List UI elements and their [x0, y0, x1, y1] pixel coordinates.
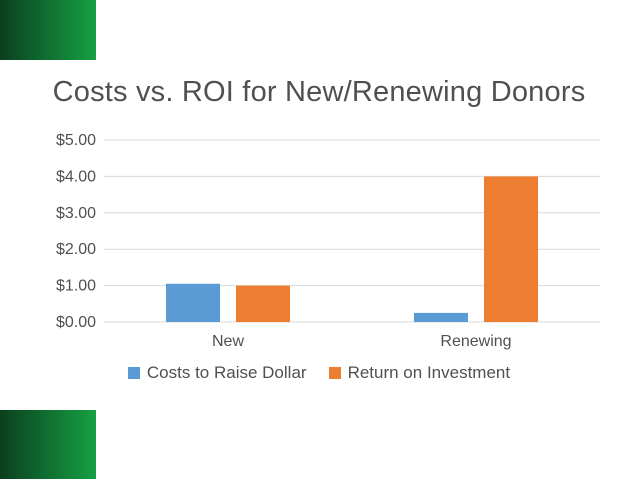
legend-swatch-roi: [329, 367, 341, 379]
x-tick-label-renewing: Renewing: [440, 333, 511, 350]
y-tick-label: $5.00: [56, 132, 96, 149]
bar-renewing-roi: [484, 176, 538, 322]
y-tick-label: $4.00: [56, 168, 96, 185]
y-tick-label: $0.00: [56, 314, 96, 331]
legend-label-costs: Costs to Raise Dollar: [147, 363, 307, 383]
y-tick-label: $3.00: [56, 205, 96, 222]
x-tick-label-new: New: [212, 333, 244, 350]
bar-renewing-costs: [414, 313, 468, 322]
legend-swatch-costs: [128, 367, 140, 379]
y-tick-label: $1.00: [56, 278, 96, 295]
y-tick-label: $2.00: [56, 241, 96, 258]
legend-label-roi: Return on Investment: [348, 363, 511, 383]
legend-item-roi: Return on Investment: [329, 363, 511, 383]
bar-new-costs: [166, 284, 220, 322]
legend-item-costs: Costs to Raise Dollar: [128, 363, 307, 383]
chart-legend: Costs to Raise Dollar Return on Investme…: [0, 363, 638, 383]
bar-new-roi: [236, 286, 290, 322]
